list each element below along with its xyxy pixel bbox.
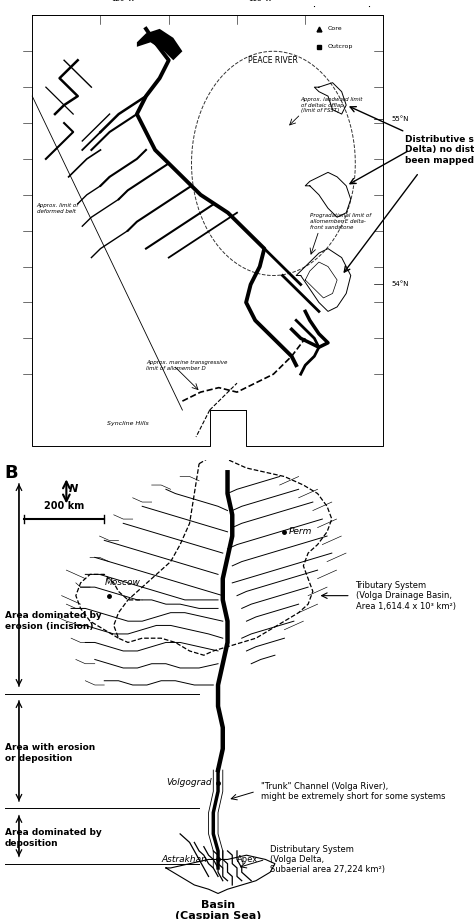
Text: 54°N: 54°N	[392, 281, 409, 288]
Text: Area with erosion
or deposition: Area with erosion or deposition	[5, 743, 95, 763]
Text: B: B	[5, 464, 18, 482]
Text: Area dominated by
erosion (incision): Area dominated by erosion (incision)	[5, 611, 101, 630]
Text: Area dominated by
deposition: Area dominated by deposition	[5, 828, 101, 848]
Text: Approx. landward limit
of deltaic offlap
(limit of FSST): Approx. landward limit of deltaic offlap…	[301, 96, 363, 113]
Text: Approx. marine transgressive
limit of allomember D: Approx. marine transgressive limit of al…	[146, 360, 228, 370]
Text: "Trunk" Channel (Volga River),
might be extremely short for some systems: "Trunk" Channel (Volga River), might be …	[261, 782, 445, 801]
Text: 118°W: 118°W	[248, 0, 272, 2]
Text: Progradational limit of
allomember E delta-
front sandstone: Progradational limit of allomember E del…	[310, 213, 371, 230]
Text: 200 km: 200 km	[44, 501, 84, 511]
Text: PEACE RIVER: PEACE RIVER	[248, 56, 298, 64]
Text: Apex: Apex	[237, 855, 258, 864]
Text: Moscow: Moscow	[104, 578, 140, 587]
Text: Approx. limit of
deformed belt: Approx. limit of deformed belt	[37, 203, 79, 213]
Text: N: N	[69, 484, 78, 494]
Text: Perm: Perm	[289, 528, 312, 537]
Text: Syncline Hills: Syncline Hills	[107, 421, 149, 426]
Text: Astrakhan: Astrakhan	[161, 855, 207, 864]
Text: 120°W: 120°W	[111, 0, 135, 2]
Text: 55°N: 55°N	[392, 116, 409, 121]
Text: Outcrop: Outcrop	[328, 44, 354, 50]
Text: Distributary System
(Volga Delta,
Subaerial area 27,224 km²): Distributary System (Volga Delta, Subaer…	[270, 845, 385, 874]
Text: Tributary System
(Volga Drainage Basin,
Area 1,614.4 x 10³ km²): Tributary System (Volga Drainage Basin, …	[356, 581, 456, 610]
Text: Volgograd: Volgograd	[166, 778, 211, 788]
Text: Core: Core	[328, 27, 343, 31]
Text: Basin
(Caspian Sea): Basin (Caspian Sea)	[175, 900, 261, 919]
Text: Distributive system (Dunvegan
Delta) no distributaries have
been mapped: Distributive system (Dunvegan Delta) no …	[405, 135, 474, 165]
Polygon shape	[137, 28, 182, 61]
